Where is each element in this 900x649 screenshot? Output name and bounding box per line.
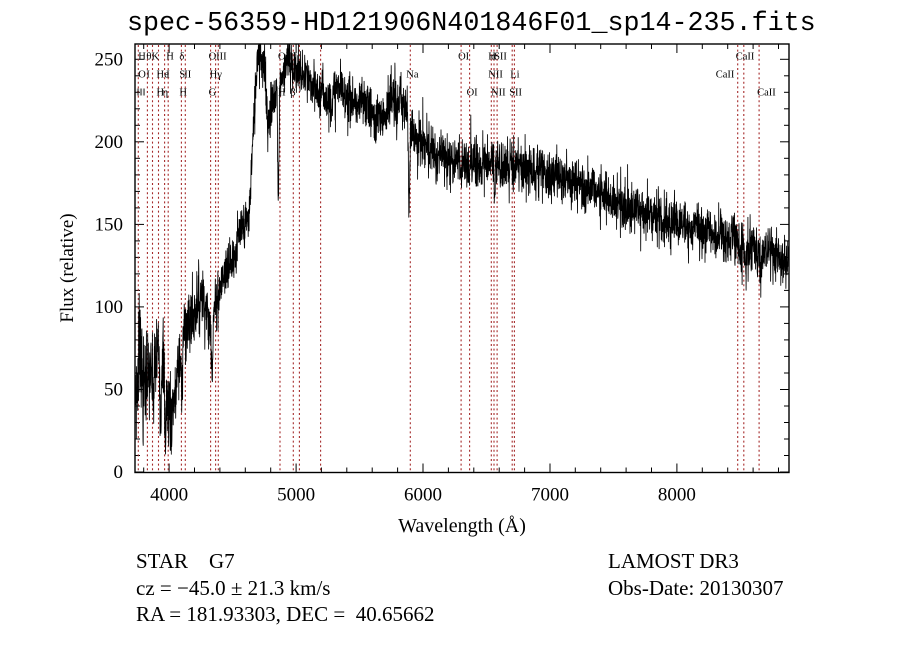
svg-text:SII: SII <box>509 87 522 98</box>
svg-text:OIII: OIII <box>209 51 228 62</box>
svg-text:δ: δ <box>179 51 184 62</box>
svg-text:200: 200 <box>95 132 124 153</box>
svg-text:150: 150 <box>95 214 124 235</box>
svg-text:0: 0 <box>114 462 124 483</box>
svg-text:NII: NII <box>488 69 503 80</box>
svg-text:NII: NII <box>491 87 506 98</box>
svg-text:‖‖‖: ‖‖‖ <box>136 87 145 98</box>
svg-text:CaII: CaII <box>736 51 755 62</box>
svg-text:I: I <box>166 69 170 80</box>
svg-text:OI: OI <box>467 87 479 98</box>
svg-text:Li: Li <box>510 69 519 80</box>
svg-text:H: H <box>166 51 174 62</box>
svg-text:K: K <box>152 51 160 62</box>
svg-text:I: I <box>146 69 150 80</box>
svg-text:8000: 8000 <box>658 485 696 506</box>
svg-text:O: O <box>138 69 146 80</box>
svg-text:H: H <box>179 87 187 98</box>
svg-text:5000: 5000 <box>277 485 315 506</box>
svg-text:H: H <box>278 87 286 98</box>
svg-text:250: 250 <box>95 49 124 70</box>
svg-text:SII: SII <box>494 51 507 62</box>
svg-text:OI: OI <box>458 51 470 62</box>
svg-text:OIII: OIII <box>278 51 297 62</box>
svg-text:7000: 7000 <box>531 485 569 506</box>
svg-text:η: η <box>163 87 169 98</box>
svg-text:CaII: CaII <box>757 87 776 98</box>
svg-text:H: H <box>138 51 146 62</box>
svg-text:6000: 6000 <box>404 485 442 506</box>
svg-text:100: 100 <box>95 297 124 318</box>
svg-text:β: β <box>290 87 295 98</box>
svg-text:G: G <box>209 87 217 98</box>
svg-text:γ: γ <box>216 69 222 80</box>
svg-text:II: II <box>184 69 191 80</box>
svg-text:4000: 4000 <box>150 485 188 506</box>
svg-text:CaII: CaII <box>716 69 735 80</box>
svg-text:Na: Na <box>406 69 419 80</box>
svg-text:50: 50 <box>104 380 123 401</box>
